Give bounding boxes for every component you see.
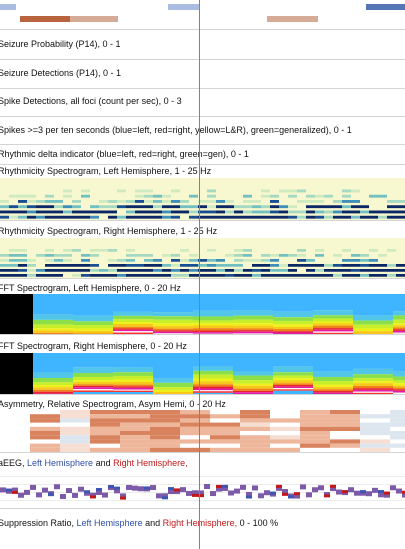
spikes-ten-seconds-row: Spikes >=3 per ten seconds (blue=left, r…	[0, 116, 405, 145]
rhythmicity-left-row: Rhythmicity Spectrogram, Left Hemisphere…	[0, 164, 405, 221]
event-segment	[366, 4, 405, 10]
event-segment	[20, 16, 70, 22]
seizure-probability-row: Seizure Probability (P14), 0 - 1	[0, 29, 405, 60]
rhythmic-delta-label: Rhythmic delta indicator (blue=left, red…	[0, 149, 249, 159]
supp-left-legend: Left Hemisphere	[76, 518, 143, 528]
fft-left-row: FFT Spectrogram, Left Hemisphere, 0 - 20…	[0, 278, 405, 335]
spike-detections-row: Spike Detections, all foci (count per se…	[0, 88, 405, 117]
seizure-detections-label: Seizure Detections (P14), 0 - 1	[0, 68, 122, 78]
asymmetry-label: Asymmetry, Relative Spectrogram, Asym He…	[0, 399, 226, 409]
fft-left-label: FFT Spectrogram, Left Hemisphere, 0 - 20…	[0, 283, 181, 293]
supp-range: 0 - 100 %	[237, 518, 279, 528]
time-cursor[interactable]	[199, 0, 200, 549]
event-segment	[168, 4, 200, 10]
aeeg-prefix: aEEG,	[0, 458, 28, 468]
fft-left-spectrogram	[0, 294, 405, 334]
seizure-detections-row: Seizure Detections (P14), 0 - 1	[0, 59, 405, 89]
supp-prefix: Suppression Ratio,	[0, 518, 77, 528]
fft-right-spectrogram	[0, 353, 405, 394]
fft-right-row: FFT Spectrogram, Right Hemisphere, 0 - 2…	[0, 334, 405, 395]
aeeg-right-legend: Right Hemisphere,	[113, 458, 188, 468]
asymmetry-spectrogram	[0, 410, 405, 452]
aeeg-trace	[0, 470, 405, 506]
event-segment	[267, 16, 318, 22]
suppression-ratio-label: Suppression Ratio, Left Hemisphere and R…	[0, 517, 278, 529]
spikes-rhythm-bar	[0, 0, 405, 30]
aeeg-left-legend: Left Hemisphere	[27, 458, 94, 468]
aeeg-and: and	[93, 458, 114, 468]
aeeg-row: aEEG, Left Hemisphere and Right Hemisphe…	[0, 452, 405, 509]
event-segment	[70, 16, 118, 22]
event-segment	[0, 4, 16, 10]
asymmetry-row: Asymmetry, Relative Spectrogram, Asym He…	[0, 394, 405, 453]
rhythmic-delta-row: Rhythmic delta indicator (blue=left, red…	[0, 144, 405, 165]
spikes-ten-seconds-label: Spikes >=3 per ten seconds (blue=left, r…	[0, 125, 352, 135]
rhythmicity-right-row: Rhythmicity Spectrogram, Right Hemispher…	[0, 220, 405, 279]
rhythmicity-right-spectrogram	[0, 238, 405, 278]
rhythmicity-left-label: Rhythmicity Spectrogram, Left Hemisphere…	[0, 166, 212, 176]
suppression-ratio-row: Suppression Ratio, Left Hemisphere and R…	[0, 508, 405, 549]
spike-detections-label: Spike Detections, all foci (count per se…	[0, 96, 182, 106]
fft-right-label: FFT Spectrogram, Right Hemisphere, 0 - 2…	[0, 341, 187, 351]
rhythmicity-left-spectrogram	[0, 178, 405, 220]
rhythmicity-right-label: Rhythmicity Spectrogram, Right Hemispher…	[0, 226, 218, 236]
supp-and: and	[142, 518, 163, 528]
aeeg-label: aEEG, Left Hemisphere and Right Hemisphe…	[0, 457, 188, 469]
seizure-probability-label: Seizure Probability (P14), 0 - 1	[0, 39, 121, 49]
